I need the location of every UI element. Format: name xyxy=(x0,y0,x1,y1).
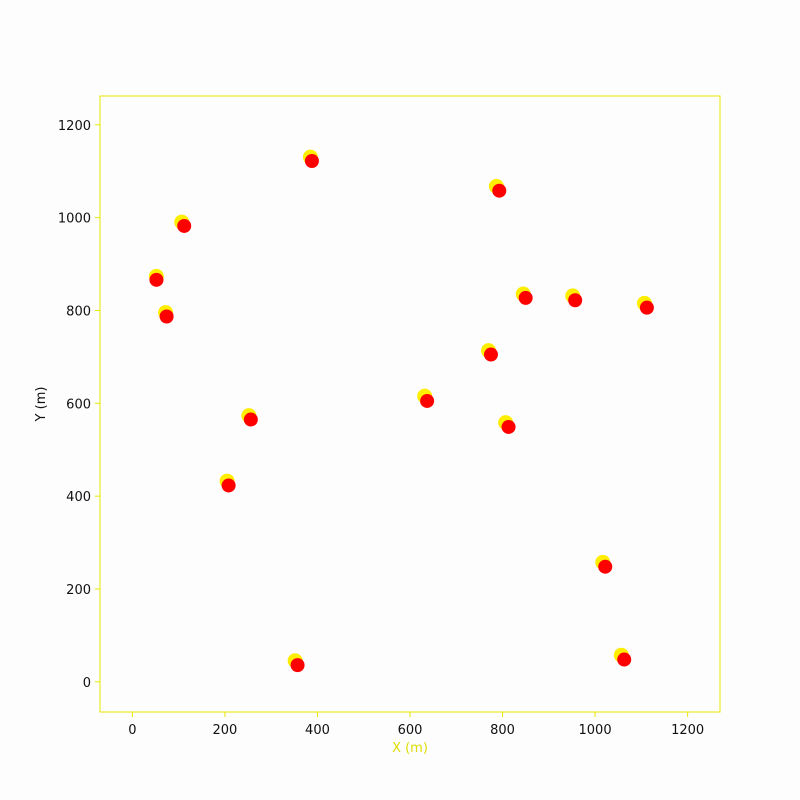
point-red-13 xyxy=(598,559,613,574)
x-tick-label-2: 400 xyxy=(305,723,330,738)
y-tick-label-1: 200 xyxy=(66,583,91,598)
point-red-8 xyxy=(483,347,498,362)
point-red-3 xyxy=(304,153,319,168)
x-tick-label-3: 600 xyxy=(398,723,423,738)
points-layer xyxy=(148,149,654,673)
point-red-6 xyxy=(568,293,583,308)
point-red-1 xyxy=(149,272,164,287)
point-red-9 xyxy=(420,393,435,408)
x-tick-label-5: 1000 xyxy=(579,723,612,738)
point-red-12 xyxy=(221,478,236,493)
y-axis-label: Y (m) xyxy=(34,387,49,423)
x-ticks: 0 200 400 600 800 1000 1200 xyxy=(128,712,704,738)
y-ticks: 0 200 400 600 800 1000 1200 xyxy=(58,119,100,691)
y-tick-label-6: 1200 xyxy=(58,119,91,134)
y-tick-label-0: 0 xyxy=(83,676,91,691)
x-tick-label-4: 800 xyxy=(490,723,515,738)
point-red-15 xyxy=(617,652,632,667)
point-red-7 xyxy=(639,300,654,315)
y-tick-label-3: 600 xyxy=(66,397,91,412)
point-red-14 xyxy=(290,658,305,673)
point-red-2 xyxy=(159,309,174,324)
y-tick-label-4: 800 xyxy=(66,304,91,319)
point-red-4 xyxy=(492,183,507,198)
x-tick-label-1: 200 xyxy=(213,723,238,738)
x-axis-label: X (m) xyxy=(392,741,428,756)
y-tick-label-5: 1000 xyxy=(58,212,91,227)
point-red-5 xyxy=(518,290,533,305)
point-red-0 xyxy=(177,218,192,233)
x-tick-label-6: 1200 xyxy=(671,723,704,738)
point-red-10 xyxy=(501,419,516,434)
plot-area xyxy=(100,96,720,712)
point-red-11 xyxy=(243,412,258,427)
y-tick-label-2: 400 xyxy=(66,490,91,505)
x-tick-label-0: 0 xyxy=(128,723,136,738)
